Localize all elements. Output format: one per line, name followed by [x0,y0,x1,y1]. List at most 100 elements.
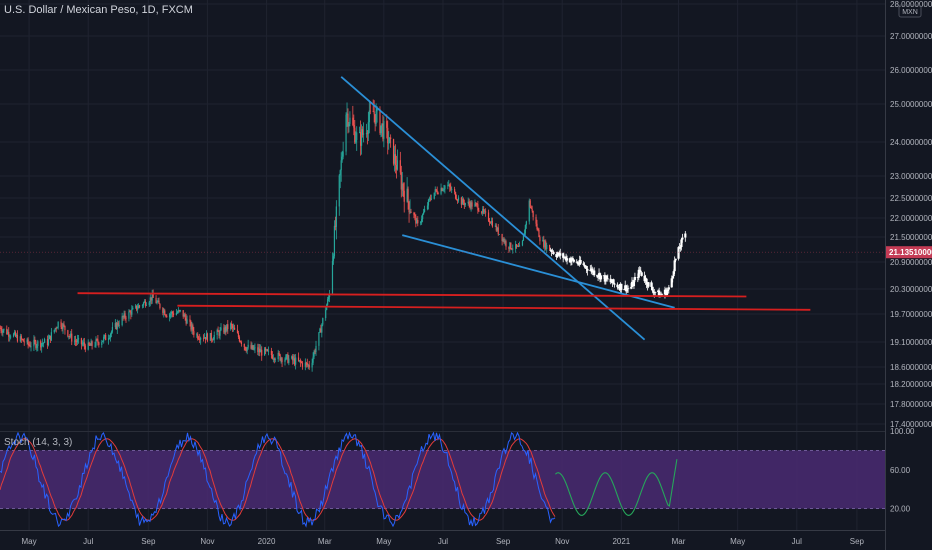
candle-body [379,109,381,133]
price-tick-label: 19.10000000 [890,338,932,347]
candle-body [524,225,526,234]
candle-body [48,335,51,339]
candle-body [49,335,52,341]
candle-body [293,358,295,361]
candle-body [0,328,2,331]
candle-body [121,316,123,326]
candle-body [271,355,273,359]
candle-body [422,214,424,220]
candle-body [94,345,96,347]
candle-body [454,189,456,193]
candle-body [9,336,11,338]
candle-body [3,328,5,331]
candle-body [319,328,321,333]
candle-body [198,338,200,340]
candle-body [496,227,498,231]
candle-body [461,199,463,205]
candle-body [495,225,497,231]
candle-body [356,132,358,141]
candle-body [623,289,626,291]
candle-body [116,322,118,330]
candle-body [639,270,642,273]
candle-body [298,360,301,362]
candle-body [129,311,131,313]
candle-body [604,275,607,282]
candle-body [572,259,575,262]
candle-body [213,335,215,340]
candle-body [210,332,212,340]
time-axis[interactable]: May Jul Sep Nov 2020 Mar May Jul Sep Nov 2021 Mar Ma… [22,537,865,546]
candle-body [436,190,438,194]
candle-body [483,208,485,212]
currency-badge: MXN [898,4,922,18]
candle-body [338,175,340,207]
candle-body [74,340,76,342]
candle-body [491,221,494,227]
stochastic-d-line [0,438,556,521]
candle-body [165,314,167,316]
candle-body [372,111,374,113]
candle-body [609,278,612,283]
candle-body [27,339,29,344]
candle-body [376,109,378,112]
candle-body [1,330,3,333]
candle-body [429,198,431,200]
candle-body [33,339,35,347]
candle-body [110,331,113,334]
candle-body [413,212,415,215]
candle-body [322,318,324,325]
candle-body [288,358,290,363]
time-tick-label: Nov [200,537,214,546]
candle-body [468,201,470,205]
time-tick-label: Mar [672,537,686,546]
candle-body [246,347,248,351]
candle-body [155,297,157,304]
candle-body [489,222,492,224]
candle-body [267,350,270,352]
candle-body [672,271,675,277]
candle-body [516,244,518,247]
indicator-label[interactable]: Stoch (14, 3, 3) [4,437,73,448]
candle-body [536,223,538,230]
candle-body [163,310,165,313]
candle-body [575,261,578,263]
candle-body [381,123,383,126]
time-tick-label: 2020 [258,537,276,546]
last-price-tag: 21.13510000 [0,246,932,259]
candle-body [206,333,209,341]
candle-body [443,189,445,190]
candle-body [616,284,619,288]
candle-body [258,348,260,353]
candle-body [211,339,213,341]
candle-body [359,132,361,133]
candle-body [13,332,16,335]
candle-body [627,288,630,290]
candle-body [457,197,460,201]
candle-body [179,310,181,311]
candle-body [280,358,282,361]
candle-body [388,142,390,144]
candle-body [552,251,555,255]
candle-body [328,297,330,300]
candle-body [660,294,664,296]
stochastic-range-band [0,450,885,509]
stochastic-k-line [0,431,556,528]
candle-body [528,200,530,222]
candle-body [422,212,425,215]
stochastic-axis[interactable]: 100.00 60.00 20.00 [890,427,915,514]
candle-body [244,346,246,350]
candle-body [132,307,134,310]
candle-body [494,225,496,227]
candle-body [21,339,23,340]
candle-body [212,339,214,341]
candle-body [16,334,19,342]
chart-grid [0,0,885,530]
candle-body [537,229,539,230]
candle-body [189,319,191,322]
candle-body [71,333,73,342]
candle-body [369,110,371,112]
candle-body [117,322,119,326]
candle-body [410,211,412,213]
candle-body [297,357,300,361]
